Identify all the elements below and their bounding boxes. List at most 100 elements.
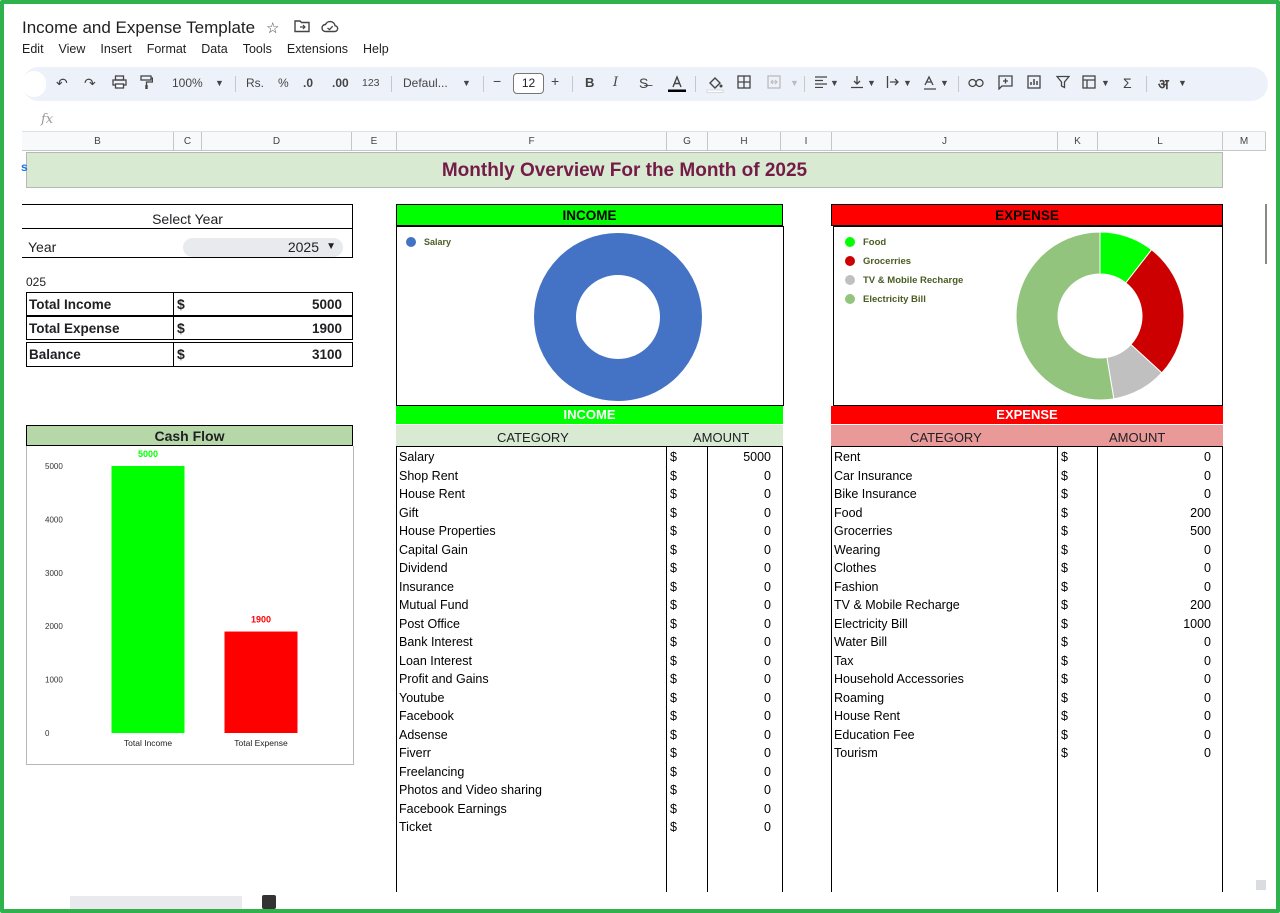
income-amount-cell[interactable]: 0 [764, 542, 771, 557]
wrap-dropdown-icon[interactable]: ▼ [903, 78, 912, 88]
expense-category-cell[interactable]: Rent [834, 450, 861, 464]
income-category-cell[interactable]: Facebook Earnings [399, 801, 507, 816]
expense-amount-cell[interactable]: 0 [1204, 468, 1211, 483]
star-icon[interactable]: ☆ [266, 20, 280, 37]
expense-amount-cell[interactable]: 500 [1190, 524, 1211, 538]
document-title[interactable]: Income and Expense Template [22, 18, 256, 37]
income-amount-cell[interactable]: 0 [764, 672, 771, 686]
scrollbar-corner[interactable] [1256, 880, 1266, 890]
expense-category-cell[interactable]: Fashion [834, 579, 879, 594]
expense-category-cell[interactable]: Wearing [834, 542, 881, 557]
income-category-cell[interactable]: Youtube [399, 690, 445, 705]
column-header-h[interactable]: H [708, 132, 781, 151]
income-category-cell[interactable]: Capital Gain [399, 542, 468, 557]
expense-category-cell[interactable]: TV & Mobile Recharge [834, 598, 960, 612]
input-tools-button[interactable]: अ [1158, 76, 1169, 92]
borders-icon[interactable] [737, 75, 751, 92]
filter-views-dropdown-icon[interactable]: ▼ [1101, 78, 1110, 88]
income-amount-cell[interactable]: 0 [764, 801, 771, 816]
expense-amount-cell[interactable]: 0 [1204, 542, 1211, 557]
column-header-d[interactable]: D [202, 132, 352, 151]
font-dropdown-icon[interactable]: ▼ [462, 78, 471, 88]
valign-dropdown-icon[interactable]: ▼ [867, 78, 876, 88]
column-header-i[interactable]: I [781, 132, 832, 151]
column-header-f[interactable]: F [397, 132, 667, 151]
text-rotation-icon[interactable] [922, 75, 938, 94]
align-dropdown-icon[interactable]: ▼ [830, 78, 839, 88]
income-amount-cell[interactable]: 0 [764, 746, 771, 760]
expense-amount-cell[interactable]: 0 [1204, 690, 1211, 705]
year-dropdown-icon[interactable]: ▼ [326, 241, 336, 252]
income-category-cell[interactable]: Dividend [399, 561, 448, 575]
income-category-cell[interactable]: Loan Interest [399, 653, 472, 668]
income-category-cell[interactable]: Profit and Gains [399, 672, 489, 686]
sheet-tab-icon[interactable] [262, 895, 276, 909]
expense-amount-cell[interactable]: 0 [1204, 746, 1211, 760]
input-tools-dropdown-icon[interactable]: ▼ [1178, 78, 1187, 88]
text-wrapping-icon[interactable] [886, 75, 900, 92]
income-amount-cell[interactable]: 0 [764, 561, 771, 575]
column-header-m[interactable]: M [1223, 132, 1266, 151]
column-header-l[interactable]: L [1098, 132, 1223, 151]
redo-icon[interactable]: ↷ [84, 75, 96, 91]
summary-value[interactable]: 5000 [311, 297, 342, 312]
expense-amount-cell[interactable]: 1000 [1183, 616, 1211, 631]
menu-help[interactable]: Help [363, 42, 389, 56]
column-header-k[interactable]: K [1058, 132, 1098, 151]
income-amount-cell[interactable]: 0 [764, 505, 771, 520]
income-category-cell[interactable]: Gift [399, 505, 419, 520]
expense-amount-cell[interactable]: 0 [1204, 727, 1211, 742]
column-header-c[interactable]: C [174, 132, 202, 151]
income-amount-cell[interactable]: 0 [764, 616, 771, 631]
income-amount-cell[interactable]: 0 [764, 764, 771, 779]
income-amount-cell[interactable]: 0 [764, 820, 771, 834]
summary-value[interactable]: 3100 [311, 347, 342, 362]
menu-extensions[interactable]: Extensions [286, 42, 349, 56]
income-category-cell[interactable]: Mutual Fund [399, 598, 469, 612]
expense-amount-cell[interactable]: 0 [1204, 561, 1211, 575]
income-amount-cell[interactable]: 0 [764, 783, 771, 797]
income-amount-cell[interactable]: 0 [764, 635, 771, 649]
expense-amount-cell[interactable]: 0 [1204, 450, 1211, 464]
insert-comment-icon[interactable] [998, 75, 1013, 93]
expense-category-cell[interactable]: Roaming [834, 690, 885, 705]
font-select[interactable]: Defaul... [403, 76, 448, 90]
paint-format-icon[interactable] [140, 75, 154, 93]
sheet-tab[interactable] [70, 896, 242, 909]
bold-button[interactable]: B [585, 75, 595, 90]
income-amount-cell[interactable]: 0 [764, 579, 771, 594]
strikethrough-icon[interactable]: S̶ [639, 75, 649, 91]
decrease-decimal-button[interactable]: .0 [303, 76, 314, 90]
summary-value[interactable]: 1900 [311, 321, 342, 336]
expense-category-cell[interactable]: Water Bill [834, 635, 888, 649]
expense-category-cell[interactable]: House Rent [834, 709, 901, 723]
zoom-select[interactable]: 100% [172, 76, 203, 90]
income-category-cell[interactable]: Shop Rent [399, 468, 459, 483]
income-amount-cell[interactable]: 0 [764, 709, 771, 723]
insert-chart-icon[interactable] [1027, 75, 1041, 92]
zoom-dropdown-icon[interactable]: ▼ [215, 78, 224, 88]
expense-amount-cell[interactable]: 0 [1204, 672, 1211, 686]
menu-insert[interactable]: Insert [100, 42, 132, 56]
filter-icon[interactable] [1055, 75, 1071, 92]
italic-button[interactable]: I [613, 75, 619, 90]
functions-button[interactable]: Σ [1123, 75, 1132, 91]
column-header-g[interactable]: G [667, 132, 708, 151]
expense-category-cell[interactable]: Food [834, 505, 863, 520]
rotation-dropdown-icon[interactable]: ▼ [940, 78, 949, 88]
currency-format-button[interactable]: Rs. [246, 76, 264, 90]
vertical-align-icon[interactable] [850, 75, 864, 92]
expense-amount-cell[interactable]: 0 [1204, 487, 1211, 501]
income-category-cell[interactable]: Fiverr [399, 746, 431, 760]
income-category-cell[interactable]: Photos and Video sharing [399, 783, 542, 797]
expense-category-cell[interactable]: Clothes [834, 561, 877, 575]
horizontal-align-icon[interactable] [814, 75, 828, 91]
column-header-j[interactable]: J [832, 132, 1058, 151]
income-amount-cell[interactable]: 0 [764, 653, 771, 668]
menu-tools[interactable]: Tools [242, 42, 272, 56]
expense-category-cell[interactable]: Car Insurance [834, 468, 913, 483]
font-size-input[interactable]: 12 [513, 73, 544, 94]
income-category-cell[interactable]: House Rent [399, 487, 466, 501]
expense-category-cell[interactable]: Tax [834, 653, 854, 668]
income-category-cell[interactable]: Freelancing [399, 764, 465, 779]
